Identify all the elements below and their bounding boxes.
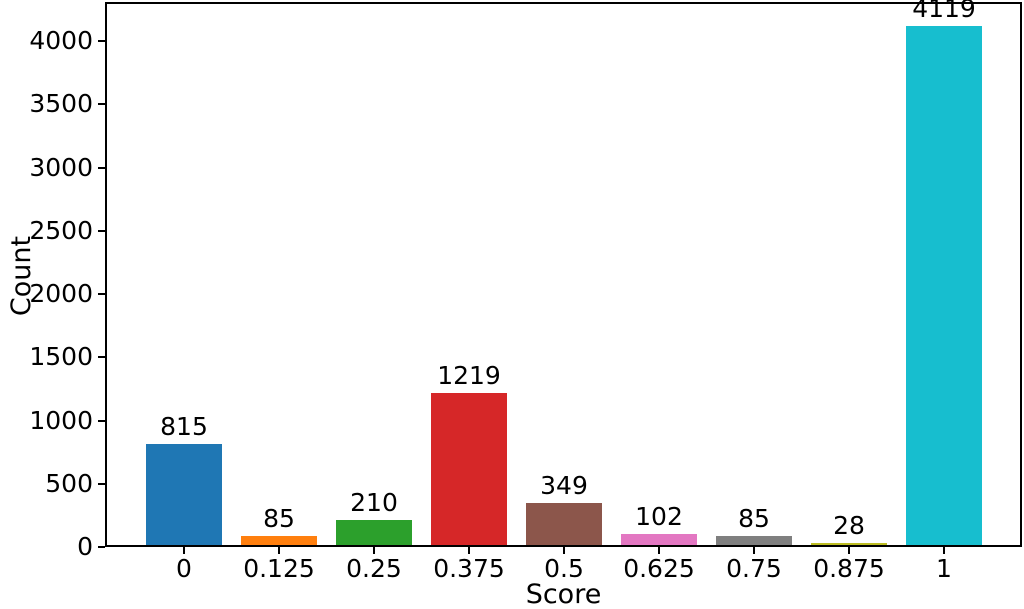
y-tick-label: 2000 xyxy=(29,279,93,309)
bar-0.625 xyxy=(621,534,697,545)
y-tick-mark xyxy=(98,356,105,359)
bar-0.125 xyxy=(241,536,317,545)
bar-value-label: 815 xyxy=(160,412,208,441)
y-tick-label: 3500 xyxy=(29,89,93,119)
x-tick-label: 0.875 xyxy=(813,554,885,583)
y-tick-mark xyxy=(98,546,105,548)
x-tick-mark xyxy=(658,547,660,554)
x-tick-label: 0.375 xyxy=(433,554,505,583)
bar-value-label: 28 xyxy=(833,511,865,540)
y-tick-label: 1500 xyxy=(29,342,93,372)
bar-0.5 xyxy=(526,503,602,545)
x-tick-mark xyxy=(278,547,280,554)
y-tick-mark xyxy=(98,103,105,106)
bar-value-label: 349 xyxy=(540,471,588,500)
bar-value-label: 210 xyxy=(350,488,398,517)
y-tick-label: 4000 xyxy=(29,26,93,56)
y-tick-mark xyxy=(98,40,105,43)
x-tick-mark xyxy=(183,547,185,554)
y-tick-label: 1000 xyxy=(29,405,93,435)
y-tick-mark xyxy=(98,293,105,296)
y-tick-mark xyxy=(98,166,105,169)
x-tick-mark xyxy=(943,547,945,554)
x-tick-label: 0 xyxy=(176,554,192,583)
bar-0 xyxy=(146,444,222,545)
bar-value-label: 85 xyxy=(263,504,295,533)
x-tick-label: 1 xyxy=(936,554,952,583)
bar-value-label: 4119 xyxy=(912,0,976,23)
bar-0.75 xyxy=(716,536,792,545)
bar-1 xyxy=(906,26,982,545)
x-tick-mark xyxy=(468,547,470,554)
bar-value-label: 102 xyxy=(635,502,683,531)
bar-0.875 xyxy=(811,543,887,545)
x-tick-label: 0.5 xyxy=(544,554,584,583)
y-tick-label: 3000 xyxy=(29,152,93,182)
x-tick-mark xyxy=(753,547,755,554)
x-tick-mark xyxy=(563,547,565,554)
x-tick-label: 0.25 xyxy=(346,554,402,583)
y-tick-label: 2500 xyxy=(29,215,93,245)
y-tick-mark xyxy=(98,229,105,232)
plot-area xyxy=(105,2,1022,547)
bar-0.25 xyxy=(336,520,412,545)
x-axis-label: Score xyxy=(525,579,602,609)
bar-value-label: 85 xyxy=(738,504,770,533)
x-tick-label: 0.75 xyxy=(726,554,782,583)
bar-value-label: 1219 xyxy=(437,361,501,390)
y-tick-mark xyxy=(98,419,105,422)
y-tick-mark xyxy=(98,482,105,485)
x-tick-label: 0.125 xyxy=(243,554,315,583)
y-tick-label: 0 xyxy=(77,532,93,561)
y-tick-label: 500 xyxy=(45,468,93,498)
bar-0.375 xyxy=(431,393,507,545)
x-tick-label: 0.625 xyxy=(623,554,695,583)
x-tick-mark xyxy=(373,547,375,554)
x-tick-mark xyxy=(848,547,850,554)
